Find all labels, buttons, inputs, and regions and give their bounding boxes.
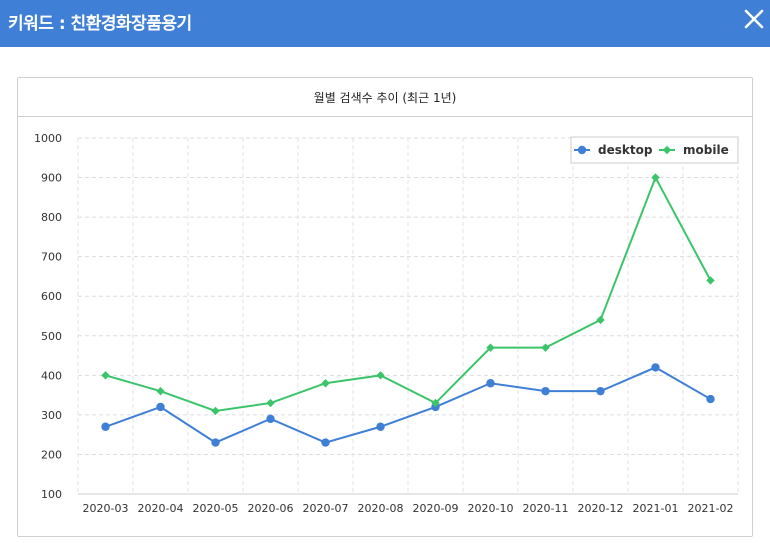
data-point-desktop: [541, 386, 550, 396]
modal-header: 키워드 : 친환경화장품용기: [0, 0, 770, 47]
x-tick-label: 2020-07: [303, 502, 349, 515]
data-point-desktop: [101, 422, 110, 431]
close-icon[interactable]: [740, 6, 768, 34]
data-point-mobile: [321, 379, 330, 388]
data-point-desktop: [211, 438, 220, 447]
y-tick-label: 800: [41, 211, 62, 224]
data-point-mobile: [596, 315, 605, 325]
y-tick-label: 400: [41, 369, 62, 382]
data-point-mobile: [486, 343, 495, 352]
data-point-mobile: [651, 173, 660, 182]
x-tick-label: 2020-05: [193, 502, 239, 515]
chart-panel-header: 월별 검색수 추이 (최근 1년): [18, 78, 752, 117]
data-point-desktop: [156, 402, 165, 412]
legend-label-desktop: desktop: [598, 143, 653, 157]
y-tick-label: 100: [41, 488, 62, 501]
x-tick-label: 2020-04: [138, 502, 184, 515]
series-line-desktop: [105, 366, 711, 444]
legend-marker-mobile: [662, 145, 672, 155]
x-tick-label: 2021-01: [633, 502, 679, 515]
data-point-mobile: [431, 398, 440, 408]
series-line-mobile: [105, 175, 712, 412]
x-tick-label: 2020-08: [358, 502, 404, 515]
y-tick-label: 700: [41, 251, 62, 264]
y-tick-label: 300: [41, 409, 62, 422]
data-point-desktop: [486, 379, 495, 388]
data-point-desktop: [376, 422, 385, 431]
x-tick-label: 2020-03: [83, 502, 129, 515]
data-point-mobile: [266, 398, 275, 408]
legend-box: [570, 136, 739, 164]
x-tick-label: 2020-06: [248, 502, 294, 515]
x-tick-label: 2020-09: [413, 502, 459, 515]
y-tick-label: 500: [41, 330, 62, 343]
y-tick-label: 200: [41, 448, 62, 461]
x-tick-label: 2021-02: [688, 502, 734, 515]
y-tick-label: 600: [41, 290, 62, 303]
data-point-desktop: [706, 394, 715, 404]
data-point-desktop: [596, 386, 605, 396]
modal-title: 키워드 : 친환경화장품용기: [8, 14, 192, 34]
legend-label-mobile: mobile: [683, 143, 729, 157]
y-tick-label: 1000: [34, 132, 62, 145]
data-point-mobile: [101, 371, 110, 380]
x-tick-label: 2020-12: [578, 502, 624, 515]
data-point-mobile: [706, 276, 715, 285]
data-point-mobile: [156, 386, 165, 396]
data-point-desktop: [321, 438, 330, 447]
y-tick-label: 900: [41, 172, 62, 185]
data-point-desktop: [651, 363, 660, 372]
data-point-desktop: [266, 414, 275, 424]
x-tick-label: 2020-10: [468, 502, 514, 515]
legend-marker-desktop: [577, 145, 587, 155]
chart-title: 월별 검색수 추이 (최근 1년): [313, 91, 457, 105]
data-point-mobile: [541, 343, 550, 352]
x-tick-label: 2020-11: [523, 502, 569, 515]
data-point-mobile: [376, 371, 385, 380]
data-point-mobile: [211, 406, 220, 416]
